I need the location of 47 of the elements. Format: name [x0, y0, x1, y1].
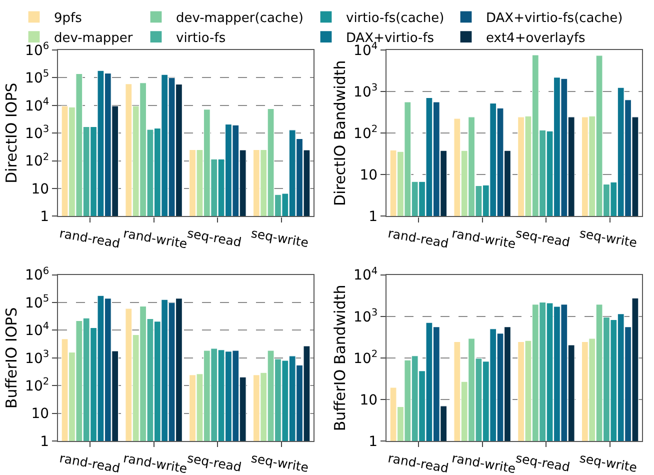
x-tick-label: seq-read [186, 225, 243, 250]
x-tick-label: rand-read [58, 225, 122, 251]
y-tick-label: 10$^{2}$ [25, 152, 50, 170]
y-tick-label: 10$^{6}$ [25, 41, 50, 59]
x-tick-label: seq-write [250, 225, 310, 250]
y-axis-title: BufferIO IOPS [2, 307, 20, 409]
y-tick-label: 10$^{2}$ [354, 348, 378, 367]
x-tick-label: seq-write [578, 225, 639, 250]
y-tick-label: 1 [40, 434, 50, 450]
y-tick-label: 10$^{5}$ [25, 68, 50, 87]
y-tick-label: 10$^{5}$ [25, 294, 50, 312]
legend-label: DAX+virtio-fs(cache) [486, 11, 623, 26]
x-tick-label: seq-read [514, 225, 572, 250]
y-axis-title: BufferIO Bandwidth [330, 284, 349, 432]
y-tick-label: 10 [360, 168, 378, 184]
x-tick-label: seq-read [514, 450, 572, 474]
legend-label: virtio-fs [176, 30, 226, 46]
x-tick-label: seq-write [578, 450, 639, 475]
x-tick-label: rand-read [386, 225, 450, 251]
y-tick-label: 10 [360, 392, 378, 408]
legend-label: dev-mapper(cache) [176, 11, 304, 26]
y-axis-title: DirectIO Bandwidth [330, 60, 349, 206]
y-tick-label: 10$^{2}$ [25, 376, 50, 395]
y-tick-label: 10 [31, 406, 50, 422]
x-tick-label: seq-write [250, 450, 310, 475]
legend-label: 9pfs [54, 11, 82, 26]
x-tick-label: rand-read [58, 450, 122, 475]
y-tick-label: 10$^{4}$ [25, 321, 50, 340]
y-tick-label: 10$^{2}$ [354, 124, 378, 142]
x-tick-label: seq-read [186, 450, 243, 474]
y-tick-label: 10$^{3}$ [25, 124, 50, 142]
legend-label: dev-mapper [54, 30, 134, 46]
legend-label: virtio-fs(cache) [346, 11, 444, 26]
y-tick-label: 1 [368, 209, 378, 226]
y-axis-title: DirectIO IOPS [2, 82, 20, 184]
y-tick-label: 10$^{3}$ [25, 348, 50, 367]
y-tick-label: 10$^{4}$ [354, 41, 378, 59]
y-tick-label: 10$^{6}$ [25, 266, 50, 284]
y-tick-label: 10$^{4}$ [25, 96, 50, 114]
y-tick-label: 1 [368, 434, 378, 450]
y-tick-label: 10$^{3}$ [354, 82, 378, 100]
y-tick-label: 10$^{4}$ [354, 266, 378, 284]
y-tick-label: 10$^{3}$ [354, 307, 378, 326]
y-tick-label: 10 [31, 181, 50, 198]
legend-label: ext4+overlayfs [486, 30, 586, 46]
x-tick-label: rand-read [386, 450, 450, 475]
y-tick-label: 1 [40, 209, 50, 226]
